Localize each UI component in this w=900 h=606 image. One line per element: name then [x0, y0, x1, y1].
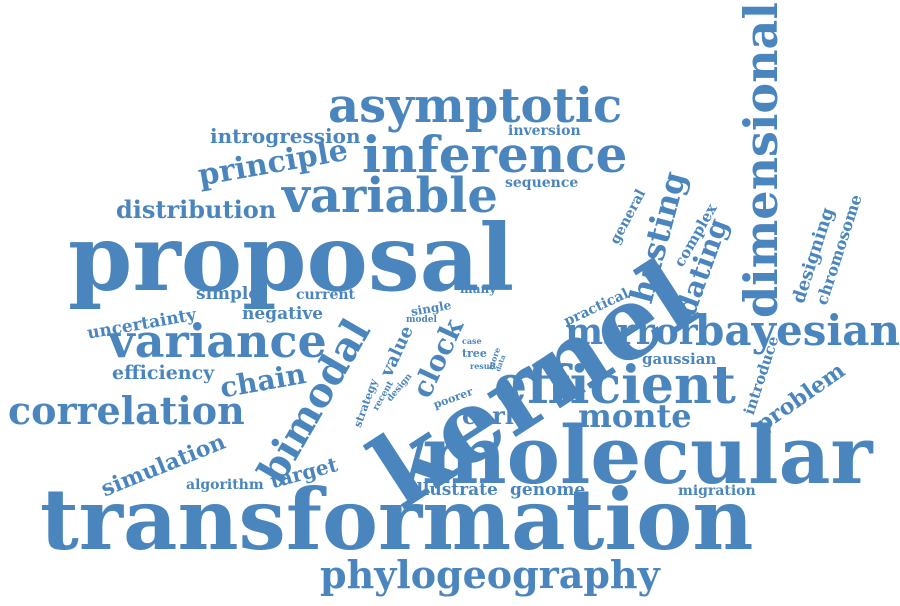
word-efficiency: efficiency	[112, 362, 215, 384]
word-sequence: sequence	[505, 175, 579, 191]
word-proposal: proposal	[68, 204, 515, 312]
word-monte: monte	[578, 397, 692, 435]
word-variance: variance	[108, 314, 327, 368]
word-result: result	[470, 361, 497, 371]
word-model: model	[406, 315, 437, 325]
word-molecular: molecular	[422, 408, 873, 502]
word-correlation: correlation	[8, 388, 245, 433]
word-efficient: efficient	[494, 355, 736, 416]
word-phylogeography: phylogeography	[320, 552, 660, 597]
word-inference: inference	[362, 125, 628, 184]
word-introgression: introgression	[210, 124, 361, 148]
word-value: value	[376, 322, 418, 381]
word-migration: migration	[678, 483, 756, 499]
word-genome: genome	[510, 480, 586, 500]
word-distribution: distribution	[116, 195, 277, 224]
word-case: case	[462, 336, 482, 346]
word-simple: simple	[196, 284, 260, 304]
word-many: many	[460, 282, 497, 296]
word-illustrate: illustrate	[410, 480, 498, 500]
word-asymptotic: asymptotic	[328, 78, 623, 134]
word-current: current	[296, 287, 356, 303]
word-tree: tree	[462, 347, 487, 360]
word-negative: negative	[242, 304, 324, 324]
word-variable: variable	[282, 168, 498, 224]
word-algorithm: algorithm	[186, 477, 264, 493]
word-dimensional: dimensional	[734, 2, 788, 318]
word-bayesian: bayesian	[695, 306, 900, 355]
word-gaussian: gaussian	[642, 350, 717, 368]
word-mirror: mirror	[565, 311, 698, 353]
word-carlo: carlo	[462, 401, 530, 430]
word-inversion: inversion	[508, 123, 581, 139]
word-transformation: transformation	[40, 470, 754, 569]
